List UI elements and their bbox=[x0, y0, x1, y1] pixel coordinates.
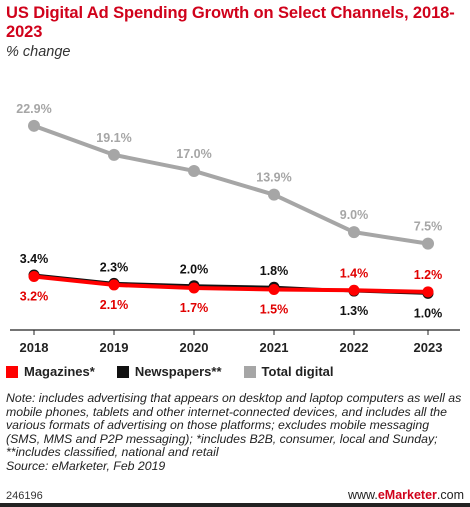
legend-swatch-total-digital bbox=[243, 365, 256, 378]
x-tick-label: 2020 bbox=[180, 340, 209, 355]
data-label-total-digital: 22.9% bbox=[16, 102, 51, 116]
legend-label-newspapers: Newspapers** bbox=[134, 364, 222, 379]
legend-item-newspapers: Newspapers** bbox=[116, 364, 222, 379]
data-label-total-digital: 9.0% bbox=[340, 208, 369, 222]
legend-swatch-newspapers bbox=[116, 365, 129, 378]
line-chart: 2018 2019 2020 2021 2022 2023 22.9% 19.1% 17.0% 1… bbox=[10, 102, 460, 355]
data-label-newspapers: 2.0% bbox=[180, 263, 209, 277]
brand-suffix: .com bbox=[436, 488, 464, 502]
chart-title: US Digital Ad Spending Growth on Select … bbox=[6, 4, 455, 41]
data-label-newspapers: 1.8% bbox=[260, 264, 289, 278]
chart-id: 246196 bbox=[6, 490, 43, 502]
data-point-total-digital bbox=[268, 188, 280, 201]
note-text: Note: includes advertising that appears … bbox=[6, 391, 462, 460]
series-line-total-digital bbox=[33, 123, 429, 246]
x-tick-label: 2023 bbox=[414, 340, 443, 355]
data-point-total-digital bbox=[28, 119, 40, 132]
data-label-total-digital: 19.1% bbox=[96, 131, 131, 145]
brand-name: eMarketer bbox=[377, 488, 437, 502]
x-tick-label: 2019 bbox=[100, 340, 129, 355]
data-point-magazines bbox=[348, 284, 360, 296]
legend-label-magazines: Magazines* bbox=[24, 364, 95, 379]
chart-subtitle: % change bbox=[6, 44, 71, 60]
data-label-magazines: 3.2% bbox=[20, 290, 49, 304]
data-point-total-digital bbox=[188, 164, 200, 177]
data-label-magazines: 2.1% bbox=[100, 298, 129, 312]
legend: Magazines* Newspapers** Total digital bbox=[6, 364, 356, 379]
brand-prefix: www. bbox=[347, 488, 378, 502]
data-point-magazines bbox=[108, 279, 120, 291]
legend-swatch-magazines bbox=[6, 365, 18, 378]
x-tick-label: 2018 bbox=[20, 340, 49, 355]
data-point-total-digital bbox=[348, 226, 360, 239]
data-label-newspapers: 3.4% bbox=[20, 252, 49, 266]
data-point-total-digital bbox=[422, 237, 434, 250]
data-point-magazines bbox=[422, 286, 434, 298]
data-point-total-digital bbox=[108, 148, 120, 161]
data-label-magazines: 1.4% bbox=[340, 266, 369, 280]
data-point-magazines bbox=[188, 282, 200, 294]
series-line-magazines bbox=[33, 274, 429, 294]
legend-item-total-digital: Total digital bbox=[243, 364, 334, 379]
data-label-total-digital: 13.9% bbox=[256, 171, 291, 185]
brand-link[interactable]: www.eMarketer.com bbox=[348, 488, 464, 502]
legend-item-magazines: Magazines* bbox=[6, 364, 95, 379]
data-label-magazines: 1.5% bbox=[260, 303, 289, 317]
legend-label-total-digital: Total digital bbox=[261, 364, 334, 379]
data-point-magazines bbox=[28, 271, 40, 283]
x-tick-label: 2021 bbox=[260, 340, 289, 355]
data-point-magazines bbox=[268, 284, 280, 296]
data-label-magazines: 1.7% bbox=[180, 301, 209, 315]
data-label-newspapers: 2.3% bbox=[100, 260, 129, 274]
data-label-magazines: 1.2% bbox=[414, 268, 443, 282]
chart-note: Note: includes advertising that appears … bbox=[6, 391, 464, 474]
x-tick-label: 2022 bbox=[340, 340, 369, 355]
data-label-total-digital: 17.0% bbox=[176, 147, 211, 161]
data-label-newspapers: 1.0% bbox=[414, 306, 443, 320]
brand-divider bbox=[0, 503, 470, 507]
data-label-newspapers: 1.3% bbox=[340, 304, 369, 318]
source-text: Source: eMarketer, Feb 2019 bbox=[6, 458, 166, 473]
data-label-total-digital: 7.5% bbox=[414, 220, 443, 234]
